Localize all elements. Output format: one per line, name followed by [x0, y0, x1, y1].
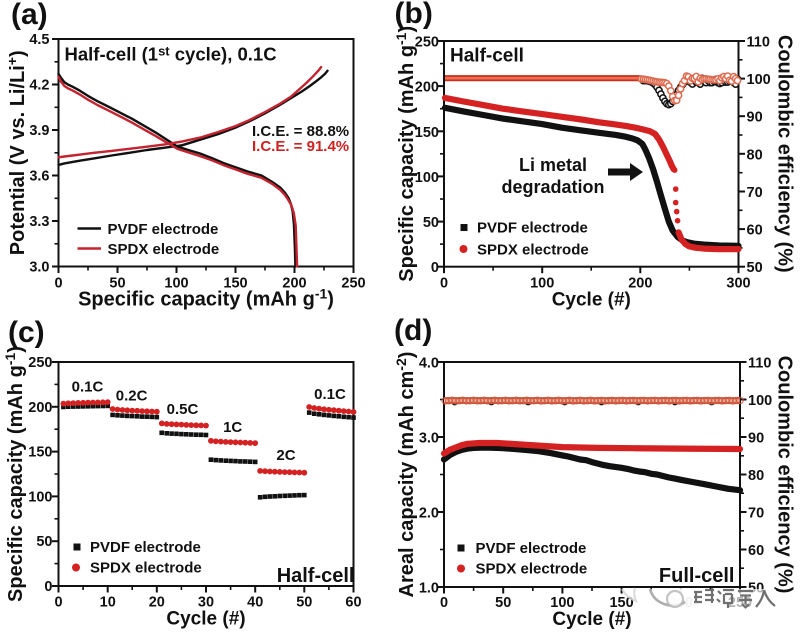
svg-text:degradation: degradation	[501, 177, 604, 197]
svg-text:2.0: 2.0	[419, 506, 439, 522]
svg-text:3.6: 3.6	[29, 169, 49, 185]
svg-text:100: 100	[530, 276, 554, 292]
svg-text:Specific capacity (mAh g-1): Specific capacity (mAh g-1)	[2, 346, 27, 602]
svg-text:PVDF electrode: PVDF electrode	[476, 540, 587, 557]
svg-text:0.1C: 0.1C	[314, 386, 346, 403]
svg-text:10: 10	[100, 595, 116, 611]
svg-text:80: 80	[747, 147, 763, 163]
svg-text:3.9: 3.9	[29, 123, 49, 139]
svg-text:0.2C: 0.2C	[116, 388, 148, 405]
svg-text:300: 300	[726, 276, 750, 292]
svg-text:150: 150	[415, 125, 439, 141]
svg-text:250: 250	[415, 35, 439, 51]
svg-text:1.0: 1.0	[419, 581, 439, 597]
svg-text:250: 250	[28, 355, 52, 371]
svg-text:Coulombic efficiency (%): Coulombic efficiency (%)	[774, 35, 796, 273]
svg-text:60: 60	[748, 543, 764, 559]
svg-text:Cycle (#): Cycle (#)	[552, 290, 631, 311]
svg-text:0.1C: 0.1C	[72, 379, 104, 396]
svg-text:100: 100	[747, 72, 771, 88]
svg-text:150: 150	[223, 276, 247, 292]
svg-text:40: 40	[247, 595, 263, 611]
svg-text:0: 0	[431, 260, 439, 276]
svg-text:SPDX electrode: SPDX electrode	[90, 560, 202, 577]
svg-text:30: 30	[198, 595, 214, 611]
svg-text:60: 60	[345, 595, 361, 611]
svg-text:(b): (b)	[395, 0, 433, 30]
svg-text:50: 50	[423, 215, 439, 231]
svg-text:(c): (c)	[8, 316, 45, 349]
svg-text:4.0: 4.0	[419, 356, 439, 372]
svg-text:3.0: 3.0	[419, 431, 439, 447]
svg-text:(d): (d)	[394, 314, 432, 347]
svg-text:Cycle (#): Cycle (#)	[552, 609, 631, 630]
svg-text:200: 200	[282, 276, 306, 292]
svg-text:Full-cell: Full-cell	[659, 565, 735, 587]
svg-text:SPDX electrode: SPDX electrode	[477, 242, 589, 259]
svg-text:I.C.E. = 88.8%: I.C.E. = 88.8%	[252, 123, 349, 140]
svg-text:0: 0	[54, 276, 62, 292]
svg-text:100: 100	[28, 489, 52, 505]
svg-text:0: 0	[440, 276, 448, 292]
svg-text:100: 100	[164, 276, 188, 292]
svg-text:0.5C: 0.5C	[167, 401, 199, 418]
svg-text:200: 200	[628, 276, 652, 292]
svg-text:100: 100	[550, 595, 574, 611]
svg-text:80: 80	[748, 468, 764, 484]
svg-text:PVDF electrode: PVDF electrode	[108, 221, 219, 238]
svg-text:110: 110	[748, 356, 771, 372]
svg-text:90: 90	[748, 431, 764, 447]
svg-text:0: 0	[440, 595, 448, 611]
svg-text:50: 50	[36, 534, 52, 550]
svg-text:150: 150	[28, 445, 52, 461]
svg-text:90: 90	[747, 110, 763, 126]
svg-text:Specific capacity (mAh g-1): Specific capacity (mAh g-1)	[78, 286, 334, 311]
svg-text:200: 200	[28, 400, 52, 416]
svg-text:3.3: 3.3	[29, 214, 49, 230]
svg-text:PVDF electrode: PVDF electrode	[477, 220, 588, 237]
svg-text:Cycle (#): Cycle (#)	[166, 609, 245, 630]
svg-text:70: 70	[747, 185, 763, 201]
svg-text:Li metal: Li metal	[519, 155, 587, 175]
svg-text:2C: 2C	[276, 447, 295, 464]
svg-text:100: 100	[415, 170, 439, 186]
svg-text:1C: 1C	[223, 419, 242, 436]
svg-text:200: 200	[415, 80, 439, 96]
svg-text:50: 50	[109, 276, 125, 292]
svg-text:(a): (a)	[11, 0, 48, 31]
svg-text:50: 50	[296, 595, 312, 611]
svg-text:4.2: 4.2	[29, 78, 49, 94]
svg-text:4.5: 4.5	[29, 32, 49, 48]
svg-text:110: 110	[747, 35, 770, 51]
svg-text:0: 0	[54, 595, 62, 611]
svg-text:150: 150	[609, 595, 633, 611]
svg-text:50: 50	[495, 595, 511, 611]
svg-text:Specific capacity (mAh g-1): Specific capacity (mAh g-1)	[393, 26, 418, 282]
svg-text:Half-cell: Half-cell	[450, 46, 524, 67]
svg-text:Half-cell (1st cycle), 0.1C: Half-cell (1st cycle), 0.1C	[65, 44, 277, 65]
svg-text:50: 50	[747, 260, 763, 276]
svg-text:SPDX electrode: SPDX electrode	[108, 241, 220, 258]
svg-text:60: 60	[747, 223, 763, 239]
svg-text:I.C.E. = 91.4%: I.C.E. = 91.4%	[252, 138, 349, 155]
svg-text:Half-cell: Half-cell	[277, 565, 355, 587]
svg-text:3.0: 3.0	[29, 260, 49, 276]
svg-text:PVDF electrode: PVDF electrode	[90, 539, 201, 556]
svg-text:Coulombic efficiency (%): Coulombic efficiency (%)	[774, 356, 796, 594]
svg-text:0: 0	[44, 579, 52, 595]
svg-text:70: 70	[748, 506, 764, 522]
svg-text:Areal capacity (mAh cm-2): Areal capacity (mAh cm-2)	[393, 352, 418, 598]
svg-text:SPDX electrode: SPDX electrode	[476, 561, 588, 578]
svg-text:250: 250	[341, 276, 365, 292]
svg-text:100: 100	[748, 393, 772, 409]
svg-text:Potential (V vs. Li/Li+): Potential (V vs. Li/Li+)	[4, 50, 29, 255]
svg-text:20: 20	[149, 595, 165, 611]
